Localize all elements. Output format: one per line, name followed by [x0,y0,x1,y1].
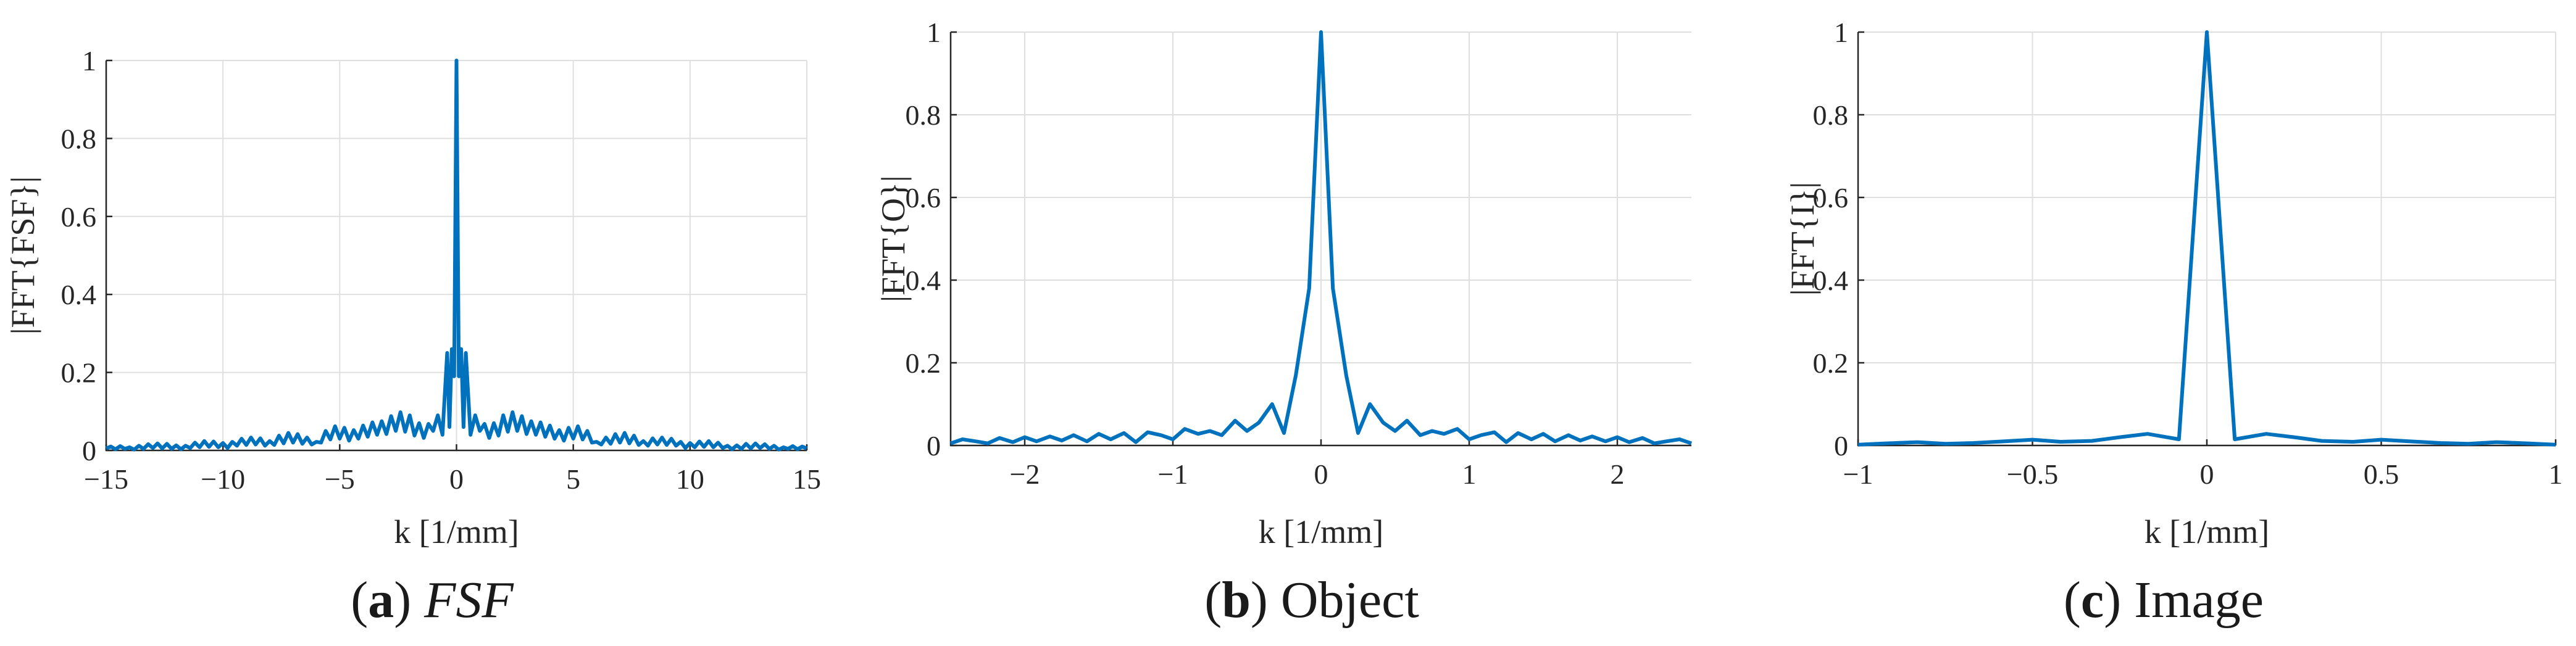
y-tick-label: 0 [927,430,941,462]
caption-letter: b [1222,571,1251,629]
x-tick-label: −1 [1843,458,1874,490]
x-tick-label: 5 [566,463,580,495]
x-tick-label: −15 [84,463,128,495]
y-tick-label: 0.6 [906,182,941,213]
series-line [950,30,1692,445]
panel-caption: (b) Object [1204,571,1419,629]
x-tick-label: 2 [1611,458,1625,490]
panel-caption: (c) Image [2064,571,2264,629]
panel-a: −15 −10 −5 0 5 10 15 0 0.2 0.4 0.6 0.8 1 k [1/mm] |FFT… [4,45,821,629]
x-tick-label: −1 [1158,458,1188,490]
x-tick-label: 0 [2200,458,2214,490]
caption-text: Object [1281,571,1419,629]
y-tick-label: 0.4 [61,279,97,310]
x-tick-label: −0.5 [2007,458,2058,490]
y-axis-label: |FFT{I}| [1784,182,1821,296]
x-tick-label: 0 [449,463,464,495]
y-tick-label: 0.4 [1813,265,1849,296]
x-tick-label: 1 [1462,458,1477,490]
x-tick-label: 0.5 [2364,458,2399,490]
y-tick-label: 0 [82,435,96,466]
y-tick-label: 0.8 [906,99,941,131]
caption-text: Image [2134,571,2264,629]
y-tick-label: 1 [1834,17,1848,48]
y-axis-label: |FFT{O}| [875,175,912,302]
series-line [105,59,808,452]
x-tick-label: 0 [1314,458,1328,490]
panel-c: −1 −0.5 0 0.5 1 0 0.2 0.4 0.6 0.8 1 k [1/mm] |FFT{I}… [1784,17,2563,629]
y-tick-label: 1 [927,17,941,48]
y-tick-label: 1 [82,45,96,77]
x-tick-label: 15 [793,463,821,495]
y-tick-label: 0.2 [906,347,941,379]
x-tick-label: −2 [1010,458,1040,490]
y-axis-label: |FFT{FSF}| [4,176,41,335]
x-axis-label: k [1/mm] [394,513,519,550]
y-tick-label: 0.6 [1813,182,1849,213]
x-tick-label: 10 [676,463,704,495]
x-axis-label: k [1/mm] [2145,513,2269,550]
caption-text: FSF [423,571,514,629]
caption-letter: c [2081,571,2104,629]
y-tick-label: 0.2 [61,357,97,389]
panel-b: −2 −1 0 1 2 0 0.2 0.4 0.6 0.8 1 k [1/mm] |FFT{O}| (b)… [875,17,1692,629]
y-tick-label: 0.8 [61,123,97,154]
y-tick-label: 0.6 [61,201,97,233]
x-axis-label: k [1/mm] [1259,513,1383,550]
y-tick-label: 0.2 [1813,347,1849,379]
y-tick-label: 0.8 [1813,99,1849,131]
y-tick-label: 0.4 [906,265,941,296]
x-tick-label: −5 [325,463,355,495]
caption-letter: a [368,571,394,629]
x-tick-label: 1 [2549,458,2563,490]
panel-caption: (a) FSF [351,571,514,629]
y-tick-label: 0 [1834,430,1848,462]
series-line [1857,30,2556,447]
x-tick-label: −10 [201,463,245,495]
